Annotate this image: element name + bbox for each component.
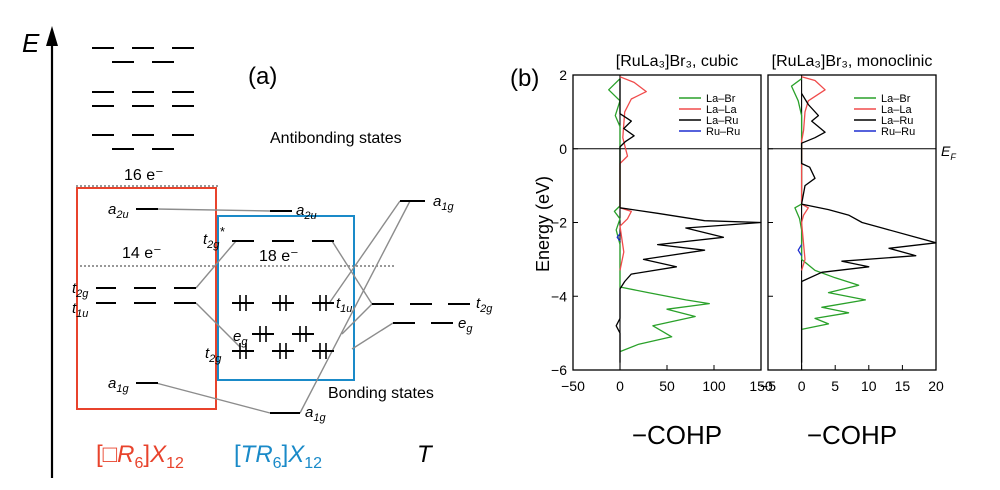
y-tick-label: −6	[551, 362, 567, 378]
label-cluster: [TR6]X12	[234, 441, 322, 472]
y-tick-label: 2	[559, 67, 567, 83]
label-eg-mid: eg	[233, 328, 248, 348]
x-tick-label: 150	[749, 378, 773, 394]
label-t1u-left: t1u	[72, 300, 88, 320]
x-tick-label: 100	[702, 378, 726, 394]
label-a2u-left: a2u	[108, 201, 129, 221]
legend-label: La–Br	[881, 93, 911, 105]
series-line-la-br	[608, 78, 710, 353]
legend-label: Ru–Ru	[706, 126, 740, 138]
x-tick-label: 5	[831, 378, 839, 394]
x-tick-label: 0	[798, 378, 806, 394]
left-fragment-box	[76, 187, 217, 410]
x-tick-label: 15	[895, 378, 911, 394]
metal-levels	[372, 200, 470, 324]
legend-label: La–Br	[706, 93, 736, 105]
mo-diagram: E (a) Antibonding states 16 e⁻ 14 e⁻ 18 …	[22, 26, 493, 478]
x-tick-label: 10	[861, 378, 877, 394]
x-tick-label: 50	[659, 378, 675, 394]
electron-count-16: 16 e⁻	[124, 167, 164, 184]
series-line-la-ru	[615, 78, 762, 363]
x-axis-label: −COHP	[632, 420, 722, 450]
y-axis-label: Energy (eV)	[533, 176, 553, 272]
mo-connectors	[155, 200, 411, 414]
y-tick-label: −4	[551, 288, 567, 304]
x-tick-label: −5	[760, 378, 776, 394]
cluster-levels	[232, 210, 334, 414]
series-line-la-ru	[800, 93, 937, 363]
label-metal: T	[417, 441, 434, 468]
legend-label: La–La	[881, 104, 912, 116]
plot-title: [RuLa₃]Br₃, cubic	[616, 53, 738, 70]
energy-axis-label: E	[22, 28, 40, 58]
series-line-la-la	[800, 76, 826, 271]
label-a1g-left: a1g	[108, 375, 129, 395]
series-line-ru-ru	[616, 233, 621, 242]
label-left-fragment: [□R6]X12	[96, 441, 184, 472]
antibonding-levels	[92, 47, 194, 150]
x-tick-label: 0	[616, 378, 624, 394]
cohp-panel: (b) Energy (eV) EF [RuLa₃]Br₃, cubic−50 0…	[510, 53, 956, 450]
antibonding-label: Antibonding states	[270, 130, 402, 147]
label-t2g-star: t2g*	[203, 224, 225, 251]
y-tick-label: −2	[551, 215, 567, 231]
label-a1g-mid: a1g	[305, 404, 326, 424]
cohp-plot-monoclinic: [RuLa₃]Br₃, monoclinic −5 0 5 10 15 20 −COHP La–…	[760, 53, 944, 450]
series-line-ru-ru	[797, 244, 803, 257]
panel-a-label: (a)	[248, 63, 277, 90]
label-t2g-left: t2g	[72, 280, 89, 300]
fermi-label: EF	[941, 143, 956, 162]
panel-b-label: (b)	[510, 65, 539, 92]
energy-axis-arrowhead	[46, 26, 58, 46]
electron-count-14: 14 e⁻	[122, 245, 162, 262]
x-tick-label: −50	[561, 378, 585, 394]
label-eg-right: eg	[458, 315, 473, 335]
y-tick-label: 0	[559, 141, 567, 157]
cluster-box	[217, 215, 355, 381]
left-levels	[96, 208, 196, 384]
bonding-label: Bonding states	[328, 385, 434, 402]
electron-count-18: 18 e⁻	[259, 248, 299, 265]
legend-label: Ru–Ru	[881, 126, 915, 138]
series-line-la-br	[790, 78, 867, 331]
series-line-la-la	[619, 76, 647, 271]
plot-title: [RuLa₃]Br₃, monoclinic	[772, 53, 933, 70]
x-tick-label: 20	[928, 378, 944, 394]
cohp-plot-cubic: [RuLa₃]Br₃, cubic −50 0 50 100 150 2 0 −2 −4 −6 −CO…	[551, 53, 773, 450]
electron-pairs	[239, 295, 327, 359]
label-t2g-right: t2g	[476, 295, 493, 315]
x-axis-label: −COHP	[807, 420, 897, 450]
label-a1g-right: a1g	[433, 193, 454, 213]
label-a2u-mid: a2u	[296, 202, 317, 222]
legend-label: La–La	[706, 104, 737, 116]
label-t1u-mid: t1u	[336, 295, 352, 315]
legend-label: La–Ru	[881, 115, 913, 127]
label-t2g-mid: t2g	[205, 345, 222, 365]
legend-label: La–Ru	[706, 115, 738, 127]
